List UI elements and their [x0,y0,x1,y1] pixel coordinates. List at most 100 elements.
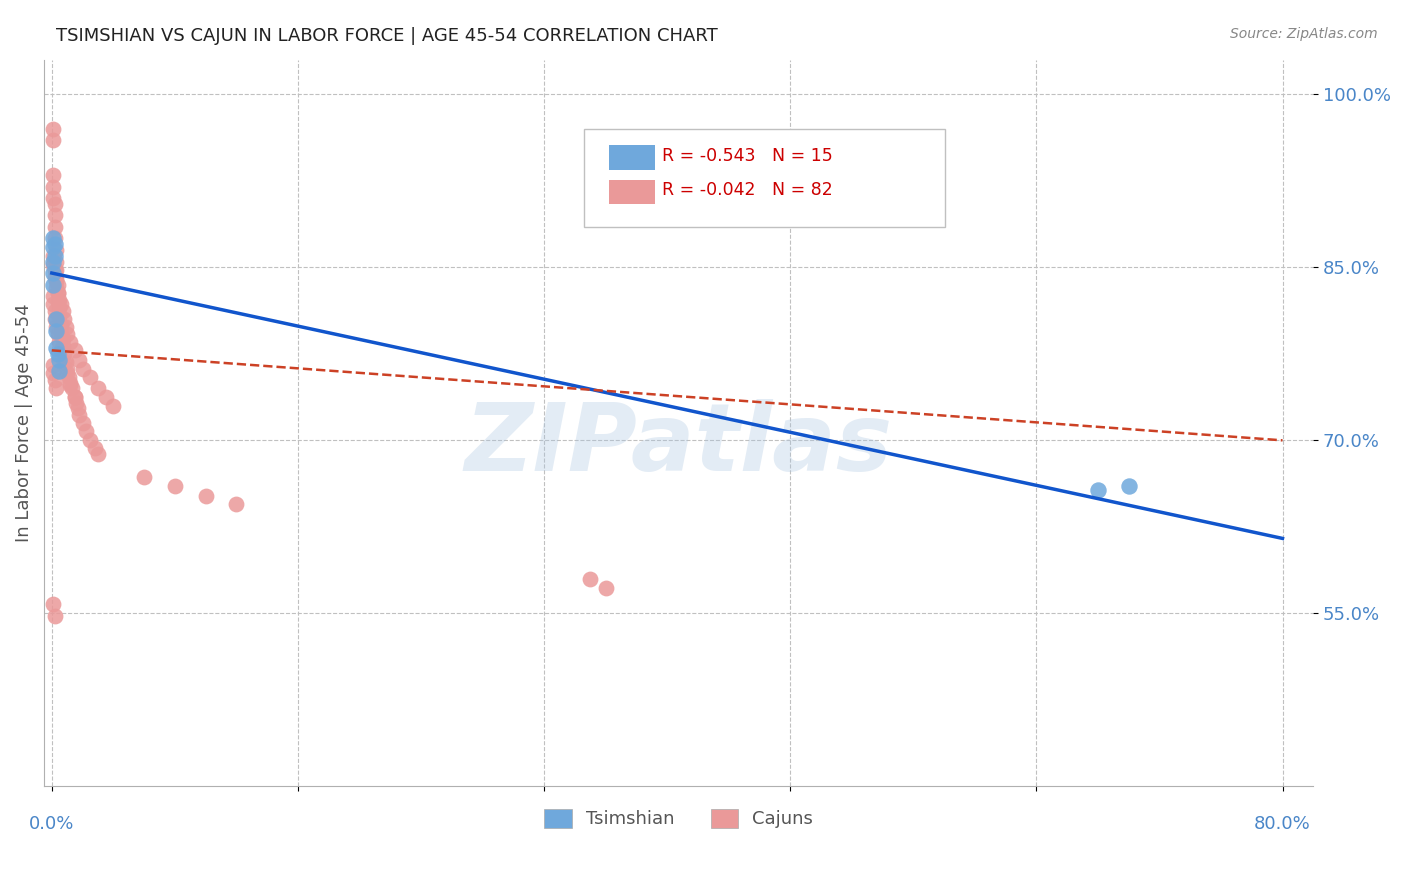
Point [44,608,66,623]
Legend: Tsimshian, Cajuns: Tsimshian, Cajuns [537,802,820,836]
Point [44,231,66,245]
Point [83,442,105,456]
Point [49,318,72,332]
Point [132,470,155,484]
Point [42,249,65,263]
Point [69,352,91,367]
Point [59,378,82,392]
Point [42,231,65,245]
Point [163,479,186,493]
Point [44,237,66,252]
Y-axis label: In Labor Force | Age 45-54: In Labor Force | Age 45-54 [15,304,32,542]
Point [46,277,69,292]
Point [63,343,86,358]
Point [42,289,65,303]
Point [55,320,77,334]
Point [52,332,75,346]
Point [45,254,67,268]
Point [45,312,67,326]
Point [42,359,65,373]
Point [225,497,247,511]
Point [53,347,76,361]
Point [44,249,66,263]
Point [45,272,67,286]
Point [595,581,617,595]
Point [44,262,66,277]
Text: 0.0%: 0.0% [30,815,75,833]
Text: 80.0%: 80.0% [1254,815,1310,833]
Point [103,399,125,413]
Point [63,390,86,404]
Point [75,424,97,438]
Text: ZIPatlas: ZIPatlas [464,399,893,491]
Point [58,370,80,384]
Point [94,390,117,404]
Point [46,285,69,300]
Point [49,343,72,358]
Point [56,327,79,342]
Text: TSIMSHIAN VS CAJUN IN LABOR FORCE | AGE 45-54 CORRELATION CHART: TSIMSHIAN VS CAJUN IN LABOR FORCE | AGE … [56,27,718,45]
Point [49,327,72,342]
Point [42,168,65,182]
Point [44,312,66,326]
Point [48,301,70,315]
Point [46,285,69,300]
Point [87,381,110,395]
Point [45,324,67,338]
Point [79,370,101,384]
Point [1087,483,1109,497]
Point [46,294,69,309]
Point [44,373,66,387]
FancyBboxPatch shape [609,179,655,204]
Point [194,489,217,503]
Point [53,312,76,326]
Point [79,434,101,448]
Point [42,179,65,194]
Text: R = -0.543   N = 15: R = -0.543 N = 15 [662,147,832,165]
Point [59,335,82,350]
Point [45,381,67,395]
Point [48,335,70,350]
Point [72,416,94,430]
Point [48,309,70,323]
Point [60,381,83,395]
Point [42,367,65,381]
FancyBboxPatch shape [583,128,945,227]
Point [42,133,65,147]
Point [45,262,67,277]
Point [56,361,79,376]
Point [44,304,66,318]
Point [48,293,70,307]
Text: Source: ZipAtlas.com: Source: ZipAtlas.com [1230,27,1378,41]
Point [42,191,65,205]
Point [46,327,69,342]
Point [55,355,77,369]
Point [42,277,65,292]
Point [45,281,67,295]
Point [53,355,76,369]
Point [87,447,110,461]
Point [42,239,65,253]
Point [45,341,67,355]
Point [42,266,65,280]
Point [48,352,70,367]
Point [42,254,65,268]
Point [44,197,66,211]
Point [44,208,66,222]
Point [1118,479,1140,493]
Point [46,347,69,361]
Point [65,396,87,410]
Point [42,258,65,272]
Text: R = -0.042   N = 82: R = -0.042 N = 82 [662,181,832,200]
Point [42,121,65,136]
Point [66,401,89,415]
Point [48,364,70,378]
Point [59,376,82,390]
Point [45,243,67,257]
Point [56,367,79,381]
Point [579,572,602,586]
Point [44,269,66,284]
Point [72,361,94,376]
Point [42,297,65,311]
Point [45,320,67,334]
